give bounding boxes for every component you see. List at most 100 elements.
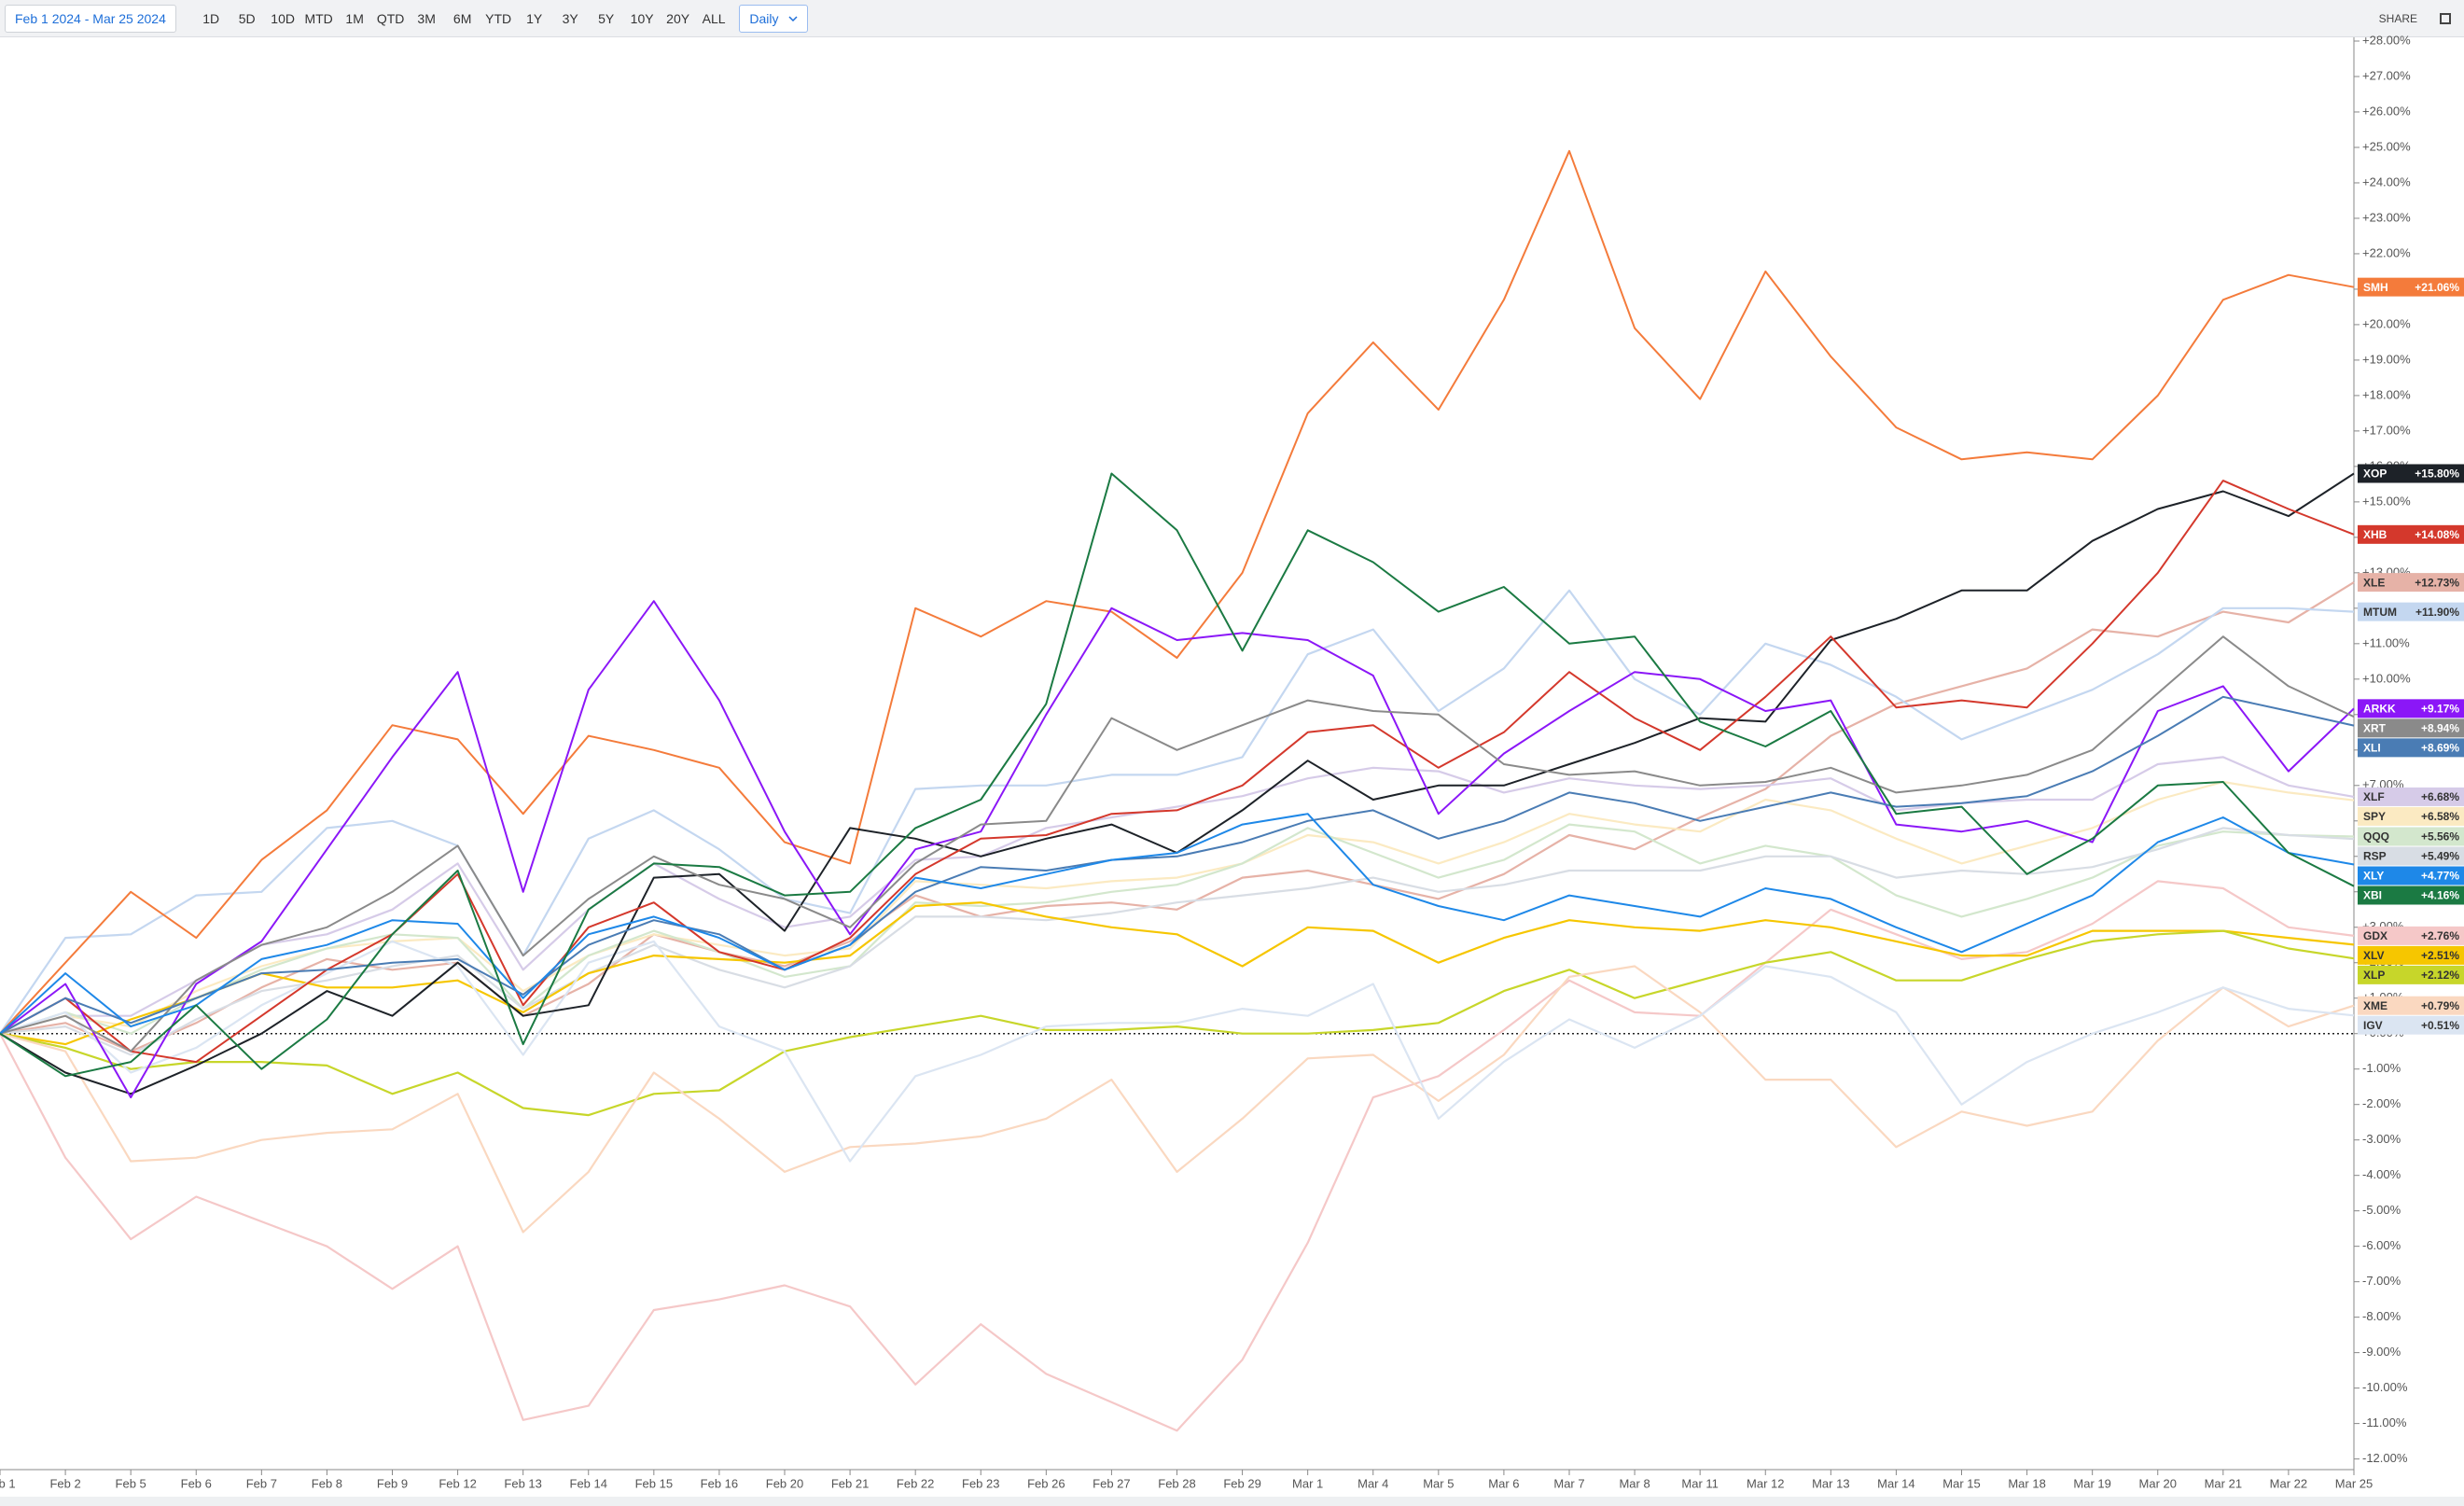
end-label-name: SMH xyxy=(2363,281,2388,294)
end-label-value: +8.94% xyxy=(2421,722,2459,735)
y-tick-label: -9.00% xyxy=(2362,1345,2401,1359)
end-label-name: XLI xyxy=(2363,742,2381,755)
range-button[interactable]: 10D xyxy=(271,10,295,26)
series-line xyxy=(0,780,2355,1035)
interval-select[interactable]: Daily xyxy=(739,4,808,33)
end-label-value: +9.17% xyxy=(2421,703,2459,716)
series-line xyxy=(0,695,2355,1035)
y-tick-label: +28.00% xyxy=(2362,33,2411,47)
y-tick-label: -2.00% xyxy=(2362,1096,2401,1110)
y-tick-label: -3.00% xyxy=(2362,1132,2401,1146)
y-tick-label: -12.00% xyxy=(2362,1451,2408,1465)
end-label: XME +0.79% xyxy=(2358,996,2464,1015)
end-label-value: +0.79% xyxy=(2421,999,2459,1012)
end-label: XLF +6.68% xyxy=(2358,787,2464,806)
series-line xyxy=(0,880,2355,1432)
x-tick-label: Mar 19 xyxy=(2073,1476,2110,1490)
end-label-box xyxy=(2358,524,2464,544)
end-label: XBI +4.16% xyxy=(2358,885,2464,905)
end-label-name: GDX xyxy=(2363,929,2387,942)
end-label-value: +4.16% xyxy=(2421,889,2459,902)
range-button[interactable]: QTD xyxy=(376,10,405,26)
y-tick-label: -4.00% xyxy=(2362,1167,2401,1181)
range-button[interactable]: 3M xyxy=(417,10,436,26)
end-label-box xyxy=(2358,573,2464,593)
y-tick-label: +27.00% xyxy=(2362,68,2411,82)
x-tick-label: Mar 4 xyxy=(1357,1476,1388,1490)
x-tick-label: Mar 12 xyxy=(1747,1476,1784,1490)
end-label-box xyxy=(2358,926,2464,945)
end-label-name: XLP xyxy=(2363,969,2385,982)
end-label-name: XRT xyxy=(2363,722,2387,735)
range-button[interactable]: 10Y xyxy=(630,10,654,26)
end-label: MTUM +11.90% xyxy=(2358,602,2464,621)
x-tick-label: Feb 9 xyxy=(377,1476,408,1490)
series-line xyxy=(0,589,2355,1035)
end-label-box xyxy=(2358,965,2464,984)
series-line xyxy=(0,149,2355,1035)
share-button[interactable]: SHARE xyxy=(2378,11,2417,25)
end-label: SPY +6.58% xyxy=(2358,806,2464,826)
y-tick-label: -5.00% xyxy=(2362,1203,2401,1217)
end-label: GDX +2.76% xyxy=(2358,926,2464,945)
end-label-value: +2.76% xyxy=(2421,929,2459,942)
y-tick-label: -8.00% xyxy=(2362,1309,2401,1323)
x-tick-label: Feb 28 xyxy=(1158,1476,1195,1490)
y-tick-label: -10.00% xyxy=(2362,1380,2408,1394)
range-button[interactable]: 3Y xyxy=(562,10,578,26)
interval-label: Daily xyxy=(749,10,779,26)
series-line xyxy=(0,600,2355,1099)
end-label: XLY +4.77% xyxy=(2358,866,2464,885)
end-label-value: +14.08% xyxy=(2415,528,2459,541)
range-button[interactable]: 5D xyxy=(238,10,256,26)
x-tick-label: Mar 1 xyxy=(1292,1476,1323,1490)
x-tick-label: Feb 5 xyxy=(116,1476,146,1490)
end-label-name: XOP xyxy=(2363,467,2387,481)
end-label-value: +2.51% xyxy=(2421,949,2459,962)
end-label-box xyxy=(2358,885,2464,905)
series-line xyxy=(0,472,2355,1095)
x-tick-label: Feb 22 xyxy=(897,1476,934,1490)
end-label-value: +21.06% xyxy=(2415,281,2459,294)
end-label: XHB +14.08% xyxy=(2358,524,2464,544)
end-label-name: XBI xyxy=(2363,889,2382,902)
end-label-box xyxy=(2358,787,2464,806)
x-tick-label: Feb 16 xyxy=(701,1476,738,1490)
range-button[interactable]: 5Y xyxy=(598,10,615,26)
range-button[interactable]: 1M xyxy=(345,10,364,26)
end-label-name: RSP xyxy=(2363,850,2387,863)
x-tick-label: Feb 20 xyxy=(766,1476,803,1490)
x-tick-label: Feb 12 xyxy=(439,1476,476,1490)
toolbar: Feb 1 2024 - Mar 25 2024 1D 5D 10D MTD 1M QTD… xyxy=(0,0,2464,37)
range-button[interactable]: 1D xyxy=(202,10,220,26)
end-label: QQQ +5.56% xyxy=(2358,827,2464,846)
x-tick-label: Feb 14 xyxy=(570,1476,607,1490)
range-button[interactable]: YTD xyxy=(485,10,512,26)
panel-icon[interactable] xyxy=(2440,12,2451,24)
end-label-box xyxy=(2358,277,2464,297)
footer-strip xyxy=(0,1497,2464,1506)
end-label-value: +2.12% xyxy=(2421,969,2459,982)
x-tick-label: Feb 8 xyxy=(312,1476,342,1490)
end-label-name: XHB xyxy=(2363,528,2387,541)
x-tick-label: Mar 13 xyxy=(1812,1476,1849,1490)
end-label: XLI +8.69% xyxy=(2358,738,2464,758)
end-label: XLE +12.73% xyxy=(2358,573,2464,593)
series-line xyxy=(0,472,2355,1078)
x-tick-label: Mar 21 xyxy=(2205,1476,2242,1490)
end-label-name: ARKK xyxy=(2363,703,2396,716)
y-tick-label: +26.00% xyxy=(2362,104,2411,118)
y-tick-label: +10.00% xyxy=(2362,671,2411,685)
range-button[interactable]: 6M xyxy=(452,10,472,26)
range-buttons: 1D 5D 10D MTD 1M QTD 3M 6M YTD 1Y 3Y 5Y 10Y 20Y ALL xyxy=(193,11,732,26)
end-label-name: QQQ xyxy=(2363,830,2389,844)
x-tick-label: Feb 2 xyxy=(49,1476,80,1490)
date-range[interactable]: Feb 1 2024 - Mar 25 2024 xyxy=(5,4,176,33)
series-line xyxy=(0,827,2355,1056)
range-button[interactable]: 20Y xyxy=(666,10,690,26)
range-button[interactable]: 1Y xyxy=(526,10,543,26)
range-button[interactable]: MTD xyxy=(304,10,333,26)
range-button[interactable]: ALL xyxy=(702,10,726,26)
x-tick-label: Feb 6 xyxy=(181,1476,212,1490)
